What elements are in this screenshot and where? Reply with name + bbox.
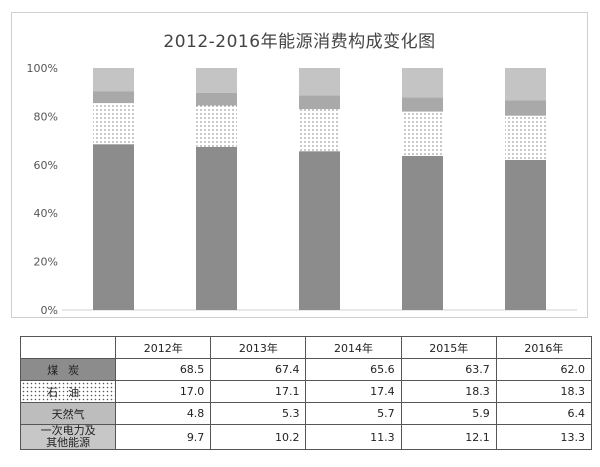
- bar-segment-series-0: [299, 151, 340, 310]
- bar-segment-series-3: [505, 68, 546, 101]
- bar-segment-series-3: [93, 68, 134, 92]
- table-cell: 18.3: [400, 380, 497, 403]
- bar-segment-series-1: [505, 115, 546, 160]
- row-label-coal: 煤炭: [19, 358, 117, 381]
- bar-segment-series-1: [196, 105, 237, 147]
- table-cell: 4.8: [115, 402, 212, 425]
- bar-segment-series-1: [402, 111, 443, 156]
- table-row: 煤炭 68.5 67.4 65.6 63.7 62.0: [19, 358, 593, 381]
- row-label-other-line1: 一次电力及: [40, 424, 96, 437]
- table-header-row: 2012年 2013年 2014年 2015年 2016年: [19, 336, 593, 359]
- table-row: 一次电力及 其他能源 9.7 10.2 11.3 12.1 13.3: [19, 424, 593, 450]
- bar-layer: [93, 68, 546, 310]
- table-cell: 6.4: [495, 402, 593, 425]
- table-cell: 12.1: [400, 424, 497, 450]
- table-row: 石油 17.0 17.1 17.4 18.3 18.3: [19, 380, 593, 403]
- bar-segment-series-0: [196, 146, 237, 310]
- stacked-bar-chart: 0% 20% 40% 60% 80% 100%: [27, 62, 577, 317]
- table-cell: 18.3: [495, 380, 593, 403]
- y-tick-label: 100%: [27, 62, 58, 75]
- table-cell: 10.2: [210, 424, 307, 450]
- y-tick-label: 40%: [34, 207, 58, 220]
- bar-segment-series-0: [402, 155, 443, 310]
- bar-segment-series-1: [299, 109, 340, 152]
- table-header-cell: 2014年: [305, 336, 402, 359]
- table-cell: 67.4: [210, 358, 307, 381]
- table-row: 天然气 4.8 5.3 5.7 5.9 6.4: [19, 402, 593, 425]
- table-cell: 63.7: [400, 358, 497, 381]
- y-tick-label: 20%: [34, 256, 58, 269]
- table-cell: 62.0: [495, 358, 593, 381]
- bar-segment-series-3: [196, 68, 237, 93]
- table-cell: 13.3: [495, 424, 593, 450]
- table-cell: 68.5: [115, 358, 212, 381]
- table-cell: 5.3: [210, 402, 307, 425]
- table-cell: 17.1: [210, 380, 307, 403]
- bar-segment-series-1: [93, 103, 134, 145]
- row-label-other-line2: 其他能源: [46, 436, 91, 449]
- table-cell: 9.7: [115, 424, 212, 450]
- bar-segment-series-3: [299, 68, 340, 96]
- table-cell: 5.7: [305, 402, 402, 425]
- table-header-cell: 2012年: [115, 336, 212, 359]
- bar-segment-series-3: [402, 68, 443, 98]
- table-header-cell: 2013年: [210, 336, 307, 359]
- row-label-other: 一次电力及 其他能源: [19, 424, 117, 450]
- y-tick-label: 80%: [34, 110, 58, 123]
- bar-segment-series-0: [505, 160, 546, 310]
- table-header-cell: 2016年: [495, 336, 593, 359]
- y-tick-label: 0%: [41, 304, 58, 317]
- table-cell: 65.6: [305, 358, 402, 381]
- table-header-cell: 2015年: [400, 336, 497, 359]
- bar-segment-series-2: [299, 95, 340, 110]
- chart-frame: 2012-2016年能源消费构成变化图 0% 20% 40% 60% 80% 100%: [11, 12, 588, 318]
- table-corner-cell: [19, 336, 117, 359]
- bar-segment-series-2: [505, 100, 546, 116]
- table-cell: 11.3: [305, 424, 402, 450]
- bar-segment-series-2: [93, 91, 134, 104]
- table-cell: 17.0: [115, 380, 212, 403]
- table-cell: 5.9: [400, 402, 497, 425]
- data-table: 2012年 2013年 2014年 2015年 2016年 煤炭 68.5 67…: [19, 336, 593, 450]
- row-label-oil: 石油: [19, 380, 117, 403]
- bar-segment-series-2: [196, 92, 237, 106]
- bar-segment-series-2: [402, 97, 443, 112]
- y-tick-label: 60%: [34, 159, 58, 172]
- chart-title: 2012-2016年能源消费构成变化图: [163, 32, 436, 52]
- row-label-gas: 天然气: [19, 402, 117, 425]
- table-cell: 17.4: [305, 380, 402, 403]
- bar-segment-series-0: [93, 144, 134, 310]
